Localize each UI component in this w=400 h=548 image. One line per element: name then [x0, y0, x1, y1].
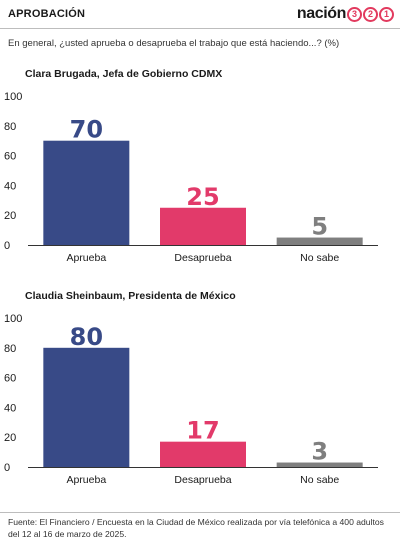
y-tick-label: 40: [4, 180, 16, 192]
value-label: 17: [186, 417, 219, 445]
value-label: 3: [311, 438, 328, 466]
category-label: Desaprueba: [174, 474, 231, 486]
chart-title: Claudia Sheinbaum, Presidenta de México: [25, 290, 236, 302]
y-tick-label: 20: [4, 210, 16, 222]
survey-question: En general, ¿usted aprueba o desaprueba …: [8, 38, 340, 49]
value-label: 25: [186, 183, 219, 211]
brand-digit-circle: 1: [379, 6, 394, 22]
y-tick-label: 0: [4, 462, 10, 474]
category-label: Aprueba: [66, 474, 106, 486]
bar-aprueba: [43, 140, 130, 245]
bar-aprueba: [43, 347, 130, 467]
y-tick-label: 80: [4, 121, 16, 133]
value-label: 70: [70, 116, 103, 144]
y-tick-label: 0: [4, 240, 10, 252]
bottom-divider: [0, 512, 400, 513]
section-tag: APROBACIÓN: [8, 8, 86, 20]
category-label: No sabe: [300, 252, 339, 264]
y-tick-label: 60: [4, 151, 16, 163]
y-tick-label: 40: [4, 402, 16, 414]
brand-logo: nación 3 2 1: [297, 4, 394, 24]
value-label: 5: [311, 213, 328, 241]
category-label: Desaprueba: [174, 252, 231, 264]
y-tick-label: 20: [4, 432, 16, 444]
brand-digit-circle: 2: [363, 6, 378, 22]
bar-desaprueba: [160, 441, 246, 467]
category-label: No sabe: [300, 474, 339, 486]
y-tick-label: 60: [4, 373, 16, 385]
bar-desaprueba: [160, 207, 246, 245]
y-tick-label: 80: [4, 343, 16, 355]
bar-chart-sheinbaum: 0 20 40 60 80 100 80 Aprueba 17 Desaprueba 3 No sab…: [4, 313, 378, 486]
source-note: Fuente: El Financiero / Encuesta en la C…: [8, 517, 384, 539]
top-divider: [0, 28, 400, 29]
top-bar: APROBACIÓN nación 3 2 1: [0, 0, 400, 30]
y-tick-label: 100: [4, 313, 22, 325]
brand-word: nación: [296, 5, 347, 22]
value-label: 80: [70, 323, 103, 351]
category-label: Aprueba: [66, 252, 106, 264]
bar-no-sabe: [276, 462, 363, 467]
y-tick-label: 100: [4, 91, 22, 103]
chart-title: Clara Brugada, Jefa de Gobierno CDMX: [25, 68, 223, 80]
bar-no-sabe: [276, 237, 363, 245]
bar-chart-brugada: 0 20 40 60 80 100 70 Aprueba 25 Desaprueba 5 No sab…: [4, 91, 378, 264]
brand-digit-circle: 3: [347, 6, 362, 22]
